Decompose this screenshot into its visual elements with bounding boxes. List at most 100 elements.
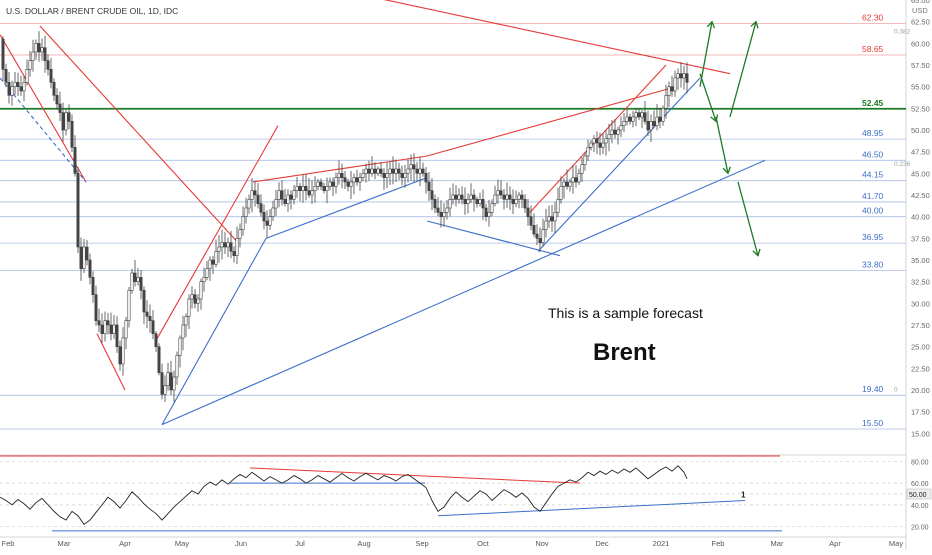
candle-body <box>376 168 380 174</box>
time-axis-label: Aug <box>357 539 370 548</box>
candle-body <box>559 186 563 200</box>
time-axis-label: Mar <box>771 539 784 548</box>
candle-body <box>256 194 260 204</box>
candle-body <box>316 181 320 187</box>
level-label: 52.45 <box>862 98 884 108</box>
forecast-arrow-shaft <box>699 73 717 122</box>
candle-body <box>523 199 527 209</box>
price-tick-label: 27.50 <box>911 321 930 330</box>
candle-body <box>550 216 554 222</box>
forecast-arrow-head <box>752 248 761 257</box>
grid-layer <box>0 0 907 550</box>
level-lines-layer: 62.30 58.65 52.45 48.95 46.50 44.15 41.70 40.00… <box>0 12 911 430</box>
candle-body <box>133 272 137 282</box>
candle-body <box>334 177 338 187</box>
candle-body <box>154 333 158 347</box>
level-label: 46.50 <box>862 149 884 159</box>
time-axis-label: Nov <box>535 539 549 548</box>
price-tick-label: 22.50 <box>911 364 930 373</box>
candle-body <box>511 199 515 204</box>
candle-body <box>499 190 503 196</box>
candle-body <box>1 38 5 70</box>
price-tick-label: 60.00 <box>911 39 930 48</box>
candle-body <box>598 142 602 148</box>
candle-body <box>67 112 71 122</box>
candle-body <box>505 194 509 200</box>
candle-body <box>223 242 227 248</box>
candle-body <box>481 199 485 209</box>
time-axis-label: Feb <box>712 539 725 548</box>
support-trendline <box>537 77 701 252</box>
candle-body <box>226 242 230 248</box>
candle-body <box>646 121 650 131</box>
price-tick-label: 32.50 <box>911 278 930 287</box>
candle-body <box>265 220 269 226</box>
support-trendline <box>161 238 267 425</box>
candle-body <box>667 86 671 96</box>
candle-body <box>7 82 11 96</box>
candle-body <box>193 294 197 304</box>
candle-body <box>178 337 182 356</box>
candle-body <box>37 43 41 53</box>
candle-body <box>397 168 401 174</box>
candle-body <box>64 112 68 131</box>
candle-body <box>343 177 347 183</box>
candle-body <box>556 199 560 213</box>
candle-body <box>553 212 557 222</box>
candle-body <box>31 51 35 61</box>
candle-body <box>70 121 74 148</box>
candle-body <box>304 186 308 191</box>
candle-body <box>388 168 392 174</box>
osc-highlight-label: 50.00 <box>909 492 927 499</box>
candle-body <box>85 246 89 261</box>
forecast-arrows-layer <box>699 20 761 257</box>
candle-body <box>130 272 134 291</box>
price-tick-label: 55.00 <box>911 83 930 92</box>
time-axis-label: Jul <box>295 539 305 548</box>
candle-body <box>607 134 611 139</box>
candle-body <box>97 320 101 326</box>
time-axis-label: May <box>175 539 189 548</box>
candle-body <box>88 259 92 278</box>
candle-body <box>508 194 512 200</box>
candle-body <box>520 194 524 200</box>
candle-body <box>196 298 200 304</box>
candle-body <box>601 142 605 148</box>
candle-body <box>292 190 296 200</box>
candle-body <box>439 212 443 217</box>
trendlines-layer <box>0 0 766 426</box>
candle-body <box>487 212 491 217</box>
candle-body <box>649 121 653 131</box>
candle-body <box>157 346 161 373</box>
level-label: 15.50 <box>862 418 884 428</box>
candle-body <box>382 173 386 178</box>
candle-body <box>457 194 461 200</box>
candle-body <box>313 186 317 191</box>
fib-label: 0.236 <box>894 161 911 168</box>
candle-body <box>460 194 464 200</box>
candle-body <box>328 181 332 187</box>
candle-body <box>589 142 593 148</box>
candle-body <box>514 199 518 204</box>
candle-body <box>358 177 362 183</box>
candle-body <box>625 116 629 122</box>
candle-body <box>148 316 152 321</box>
level-label: 62.30 <box>862 12 884 22</box>
candle-body <box>448 199 452 209</box>
support-trendline <box>426 220 561 257</box>
candle-body <box>91 277 95 295</box>
candle-body <box>682 73 686 79</box>
price-tick-label: 20.00 <box>911 386 930 395</box>
candle-body <box>247 199 251 209</box>
resistance-trendline <box>96 333 126 391</box>
level-label: 48.95 <box>862 128 884 138</box>
level-label: 44.15 <box>862 170 884 180</box>
candle-body <box>214 251 218 265</box>
candle-body <box>352 177 356 183</box>
candle-body <box>295 186 299 191</box>
osc-tick-label: 80.00 <box>911 459 929 466</box>
price-tick-label: 25.00 <box>911 343 930 352</box>
candle-body <box>349 181 353 187</box>
candle-body <box>271 207 275 217</box>
